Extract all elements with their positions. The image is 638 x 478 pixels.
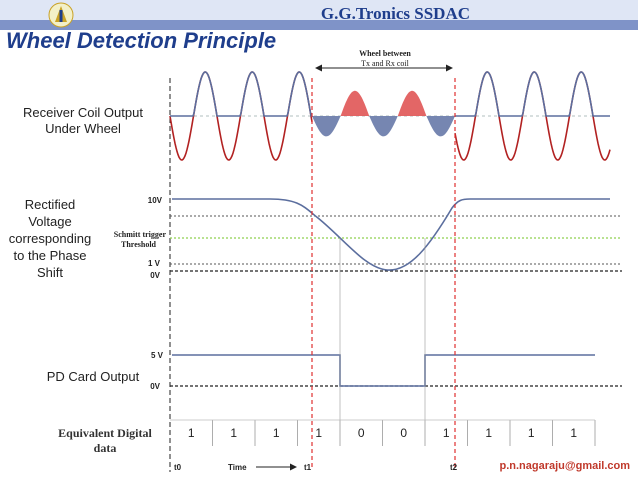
schmitt-line1: Schmitt trigger xyxy=(114,230,167,239)
digital-data-cells: 1 1 1 1 0 0 1 1 1 1 xyxy=(170,419,596,446)
rectified-voltage-section: 10V Schmitt trigger Threshold 1 V 0V xyxy=(114,196,622,280)
author-email: p.n.nagaraju@gmail.com xyxy=(499,460,630,472)
rectified-voltage-label: Rectified Voltage corresponding to the P… xyxy=(8,197,92,280)
digit-value: 1 xyxy=(443,426,450,440)
coil-wave-blue xyxy=(170,71,610,117)
brand-name: G.G.Tronics SSDAC xyxy=(320,4,470,23)
equivalent-digital-label: Equivalent Digital data xyxy=(58,426,152,455)
receiver-coil-label: Receiver Coil Output Under Wheel xyxy=(23,105,143,136)
label-5v: 5 V xyxy=(151,351,164,360)
digit-value: 1 xyxy=(230,426,237,440)
phase-shift-lobes-upper xyxy=(340,90,427,116)
label-time: Time xyxy=(228,463,247,472)
organization-logo-icon xyxy=(48,2,74,28)
label-1v: 1 V xyxy=(148,259,161,268)
label-0v-rectified: 0V xyxy=(150,271,160,280)
page-title: Wheel Detection Principle xyxy=(6,28,277,53)
receiver-waveform xyxy=(169,71,611,161)
label-10v: 10V xyxy=(148,196,163,205)
wheel-between-line1: Wheel between xyxy=(359,49,411,58)
phase-shift-lobes-lower xyxy=(312,116,455,137)
rectified-voltage-curve xyxy=(172,198,610,271)
digit-value: 1 xyxy=(188,426,195,440)
label-t1: t1 xyxy=(304,463,312,472)
digit-value: 0 xyxy=(358,426,365,440)
label-0v-pd: 0V xyxy=(150,382,160,391)
label-t2: t2 xyxy=(450,463,458,472)
digit-value: 0 xyxy=(400,426,407,440)
pd-card-square-wave xyxy=(172,354,595,387)
label-t0: t0 xyxy=(174,463,182,472)
digit-value: 1 xyxy=(528,426,535,440)
digit-value: 1 xyxy=(315,426,322,440)
digit-value: 1 xyxy=(273,426,280,440)
wheel-between-line2: Tx and Rx coil xyxy=(361,59,410,68)
digit-value: 1 xyxy=(570,426,577,440)
header-band xyxy=(0,20,638,30)
pd-card-label: PD Card Output xyxy=(46,369,140,384)
schmitt-line2: Threshold xyxy=(121,240,157,249)
pd-card-section: 5 V 0V xyxy=(150,351,622,391)
header-bar: G.G.Tronics SSDAC xyxy=(0,0,638,30)
digit-value: 1 xyxy=(485,426,492,440)
